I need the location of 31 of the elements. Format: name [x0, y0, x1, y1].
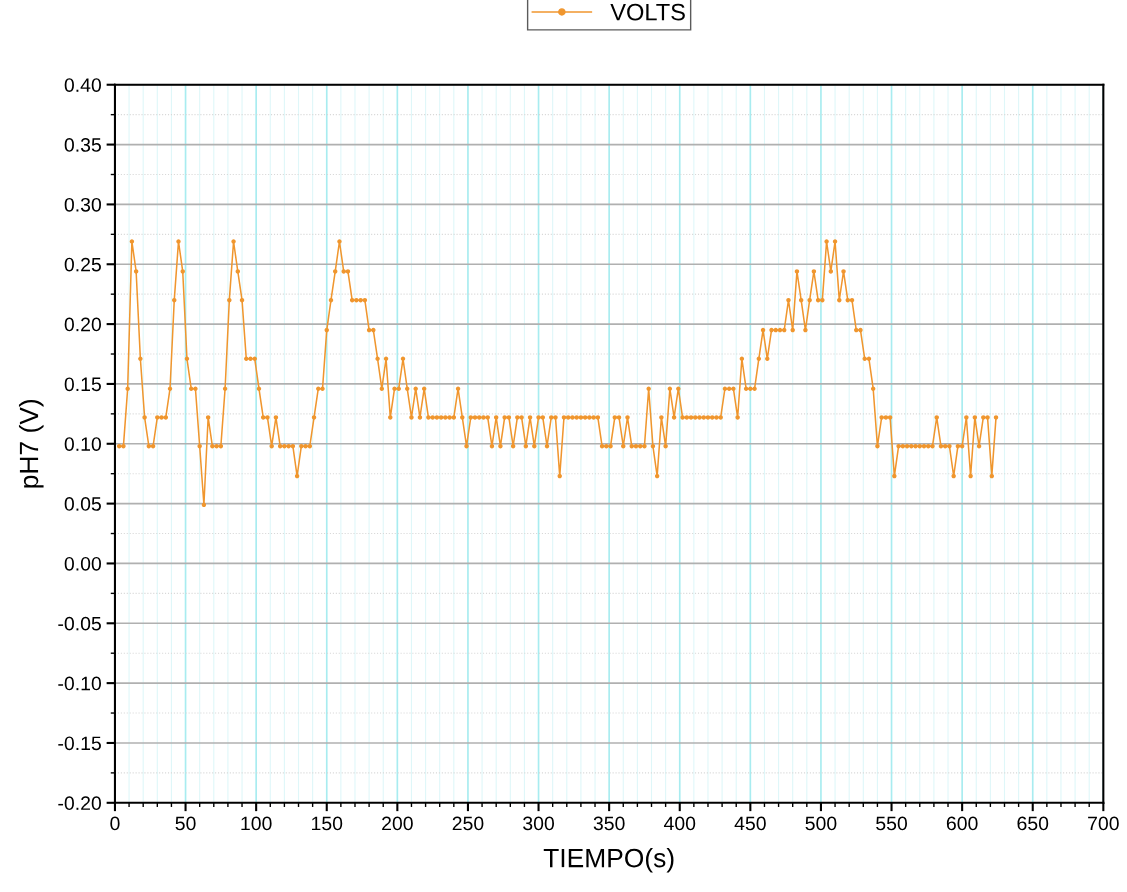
x-tick-label: 300 [523, 816, 555, 831]
y-tick-label: 0.15 [64, 377, 101, 392]
y-tick-label: -0.20 [58, 796, 101, 811]
x-tick-label: 400 [663, 816, 696, 831]
y-tick-label: -0.05 [58, 616, 101, 631]
x-tick-label: 100 [241, 816, 272, 831]
x-tick-label: 550 [876, 816, 907, 831]
x-tick-label: 200 [382, 816, 413, 831]
x-tick-label: 250 [452, 816, 484, 831]
legend-label: VOLTS [610, 3, 685, 21]
y-tick-label: 0.30 [64, 197, 101, 212]
x-tick-label: 50 [175, 816, 196, 831]
y-tick-label: 0.05 [64, 497, 101, 511]
y-tick-label: 0.25 [64, 257, 101, 272]
x-axis-title: TIEMPO(s) [543, 848, 674, 873]
x-tick-label: 350 [593, 816, 625, 831]
y-tick-label: -0.15 [58, 736, 101, 751]
x-tick-label: 700 [1088, 816, 1119, 831]
x-tick-label: 500 [805, 816, 837, 831]
x-tick-label: 450 [734, 816, 766, 831]
y-tick-label: -0.10 [58, 676, 101, 691]
x-tick-label: 600 [946, 816, 978, 831]
y-tick-label: 0.20 [64, 317, 101, 332]
y-tick-label: 0.35 [64, 138, 101, 152]
y-tick-label: 0.40 [64, 78, 101, 92]
y-tick-label: 0.00 [64, 556, 101, 571]
y-axis-title: pH7 (V) [18, 399, 44, 488]
x-tick-label: 650 [1017, 816, 1049, 831]
y-tick-label: 0.10 [64, 437, 101, 452]
x-tick-label: 150 [312, 816, 343, 831]
x-tick-label: 0 [110, 816, 120, 831]
